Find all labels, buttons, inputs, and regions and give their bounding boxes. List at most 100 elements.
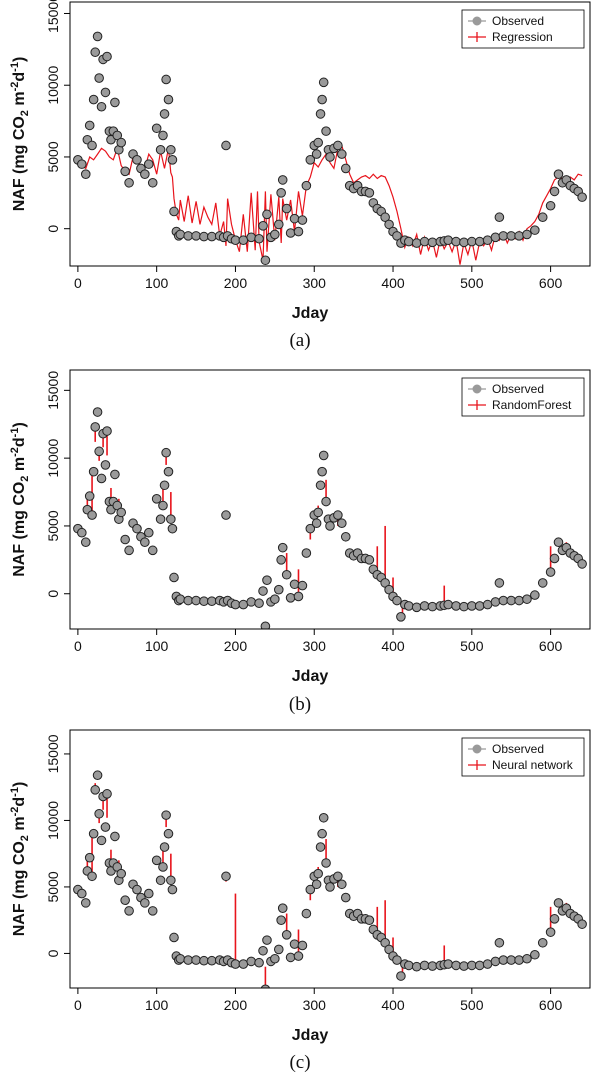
- plot-area: [73, 770, 587, 988]
- observed-point: [84, 491, 95, 501]
- y-tick-label: 5000: [45, 141, 61, 172]
- legend-box: [461, 737, 585, 777]
- observed-point: [110, 97, 120, 108]
- observed-point: [289, 579, 300, 590]
- observed-point: [321, 126, 331, 136]
- observed-point: [155, 514, 166, 524]
- observed-point: [158, 862, 168, 872]
- plot-frame: [69, 1, 591, 267]
- observed-point: [482, 235, 493, 245]
- observed-point: [87, 871, 97, 882]
- observed-point: [315, 842, 326, 852]
- observed-point: [276, 915, 286, 925]
- observed-point: [260, 984, 271, 988]
- observed-point: [317, 94, 327, 105]
- x-tick-label: 200: [224, 638, 248, 654]
- observed-point: [132, 884, 142, 895]
- x-tick-label: 200: [224, 997, 248, 1013]
- caption-b: (b): [288, 694, 312, 715]
- observed-point: [333, 510, 343, 520]
- observed-point: [169, 932, 179, 943]
- observed-point: [427, 961, 438, 971]
- y-tick-label: 0: [45, 225, 61, 233]
- caption-c: (c): [289, 1052, 311, 1073]
- observed-point: [221, 510, 231, 520]
- observed-point: [246, 597, 257, 607]
- observed-point: [77, 527, 87, 538]
- observed-point: [92, 770, 103, 781]
- observed-point: [340, 892, 351, 903]
- x-tick-label: 200: [224, 275, 248, 291]
- observed-point: [325, 521, 335, 531]
- observed-point: [427, 601, 438, 612]
- observed-point: [88, 466, 99, 477]
- observed-point: [87, 140, 97, 151]
- observed-point: [100, 460, 111, 470]
- observed-point: [467, 960, 477, 971]
- observed-point: [281, 569, 292, 580]
- observed-point: [549, 553, 560, 564]
- observed-point: [285, 952, 296, 963]
- observed-point: [315, 480, 326, 491]
- observed-point: [260, 621, 271, 629]
- plot-area: [73, 31, 587, 266]
- observed-point: [143, 159, 154, 169]
- observed-point: [427, 237, 438, 248]
- chart-c-svg: 0 100 200 300 400 500 600 0 5000 10000 15000 Jday NA…: [9, 729, 591, 1044]
- observed-point: [522, 229, 532, 240]
- x-tick-label: 600: [539, 638, 563, 654]
- x-axis-title: Jday: [292, 668, 329, 685]
- observed-point: [451, 960, 461, 971]
- observed-point: [120, 895, 130, 906]
- observed-point: [94, 73, 104, 83]
- observed-point: [293, 226, 304, 237]
- observed-point: [273, 944, 284, 955]
- observed-point: [498, 595, 509, 606]
- observed-point: [254, 233, 264, 244]
- observed-point: [120, 534, 130, 545]
- legend-model-label: RandomForest: [492, 398, 572, 412]
- observed-point: [262, 935, 272, 945]
- observed-point: [88, 94, 99, 105]
- observed-point: [124, 545, 134, 556]
- observed-point: [167, 155, 178, 165]
- observed-point: [87, 510, 97, 520]
- observed-point: [514, 955, 524, 965]
- observed-point: [100, 87, 111, 98]
- observed-point: [289, 213, 300, 224]
- observed-point: [143, 527, 154, 538]
- y-tick-label: 0: [45, 949, 61, 957]
- observed-point: [221, 140, 231, 151]
- observed-point: [506, 955, 517, 965]
- observed-point: [175, 594, 186, 604]
- y-axis-title: NAF (mg CO2 m-2d-1): [9, 782, 31, 937]
- observed-point: [403, 236, 414, 247]
- observed-point: [166, 144, 176, 155]
- observed-point: [183, 231, 193, 241]
- legend-observed-marker: [472, 384, 482, 394]
- observed-point: [474, 601, 485, 611]
- observed-point: [384, 219, 394, 230]
- observed-point: [281, 203, 292, 214]
- observed-point: [443, 599, 453, 610]
- observed-point: [494, 212, 505, 223]
- observed-point: [230, 959, 241, 969]
- observed-point: [333, 140, 343, 151]
- observed-point: [96, 101, 107, 112]
- observed-point: [124, 906, 134, 916]
- x-tick-label: 600: [539, 997, 563, 1013]
- observed-point: [337, 879, 347, 890]
- observed-point: [151, 123, 162, 134]
- observed-point: [147, 177, 158, 188]
- observed-point: [90, 785, 101, 795]
- legend-model-label: Neural network: [492, 758, 574, 772]
- x-tick-label: 600: [539, 275, 563, 291]
- observed-point: [155, 875, 166, 886]
- observed-point: [411, 238, 422, 248]
- observed-point: [132, 155, 142, 165]
- observed-point: [167, 523, 178, 534]
- observed-point: [102, 426, 112, 436]
- observed-point: [337, 518, 347, 529]
- legend: Observed RandomForest: [461, 377, 585, 417]
- observed-point: [577, 559, 587, 569]
